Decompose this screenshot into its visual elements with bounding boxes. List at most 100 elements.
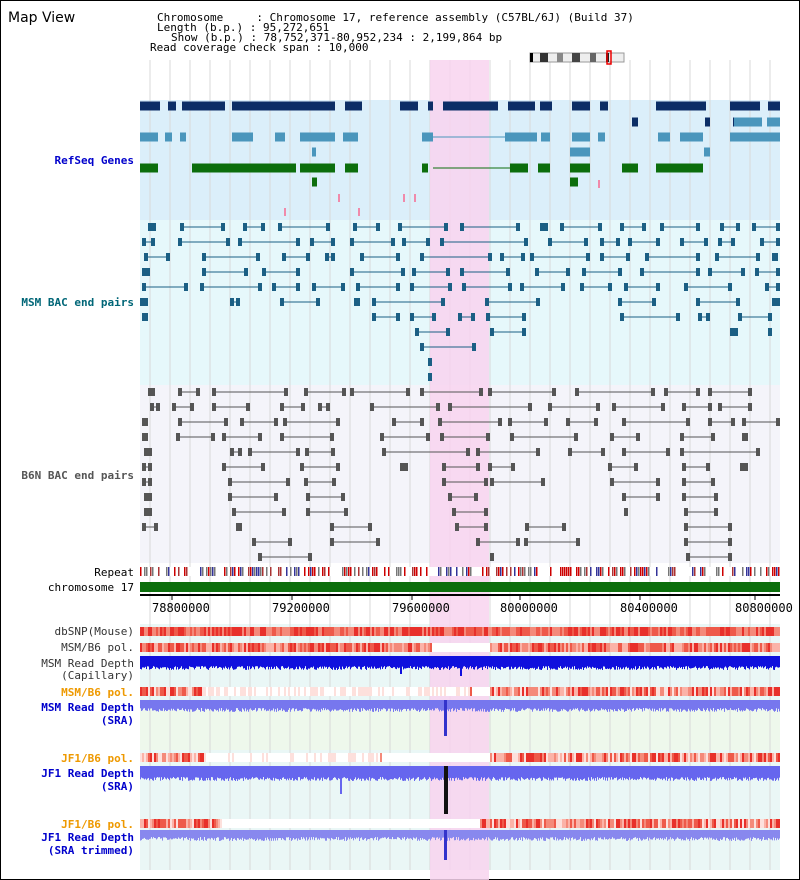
b6n-bac-pair-end <box>476 538 480 546</box>
msm-pol-cell <box>604 643 606 652</box>
msm-sra-depth <box>313 700 314 709</box>
jf1-trim-depth <box>677 830 678 838</box>
jf1-sra-depth <box>171 766 172 779</box>
jf1-sra-depth <box>319 766 320 781</box>
b6n-bac-pair-end <box>148 448 152 456</box>
msm-pol2-cell <box>596 687 598 696</box>
msm-sra-depth <box>194 700 195 712</box>
dbsnp-cell <box>568 627 570 636</box>
jf1-trim-depth <box>207 830 208 839</box>
jf1-sra-depth <box>551 766 552 781</box>
msm-cap-depth <box>574 656 575 667</box>
jf1-pol-cell <box>596 753 598 762</box>
msm-cap-depth <box>404 656 405 669</box>
jf1-pol-cell <box>580 753 582 762</box>
b6n-bac-pair-end <box>708 388 712 396</box>
jf1-trim-depth <box>572 830 573 838</box>
jf1-sra-depth <box>775 766 776 781</box>
jf1-sra-depth <box>441 766 442 780</box>
jf1-sra-depth <box>159 766 160 778</box>
jf1-trim-depth <box>213 830 214 841</box>
msm-sra-depth <box>633 700 634 709</box>
gene-feature <box>182 101 225 111</box>
jf1-sra-depth <box>348 766 349 781</box>
msm-pol-cell <box>750 643 752 652</box>
jf1-trim-depth <box>468 830 469 838</box>
track-label-msm-bac[interactable]: MSM BAC end pairs <box>21 296 134 309</box>
msm-cap-depth <box>200 656 201 669</box>
repeat-mark <box>530 567 532 576</box>
msm-cap-depth <box>686 656 687 667</box>
repeat-mark <box>278 567 280 576</box>
msm-pol-cell <box>192 643 194 652</box>
jf1-trim-depth <box>411 830 412 839</box>
b6n-bac-pair-end <box>594 418 598 426</box>
msm-pol2-cell <box>380 687 382 696</box>
track-label-b6n-bac[interactable]: B6N BAC end pairs <box>21 469 134 482</box>
jf1-pol-cell <box>570 753 572 762</box>
msm-sra-depth <box>548 700 549 709</box>
jf1-trim-depth <box>176 830 177 839</box>
msm-sra-depth <box>581 700 582 709</box>
jf1-trim-depth <box>547 830 548 839</box>
jf1-trim-depth <box>746 830 747 839</box>
msm-pol-cell <box>426 643 428 652</box>
dbsnp-cell <box>214 627 216 636</box>
msm-cap-depth <box>212 656 213 668</box>
repeat-mark <box>178 567 180 576</box>
jf1-sra-depth <box>644 766 645 778</box>
jf1-trim-depth <box>643 830 644 839</box>
track-label-refseq-genes[interactable]: RefSeq Genes <box>54 154 134 167</box>
msm-sra-depth <box>304 700 305 709</box>
jf1-sra-depth <box>460 766 461 780</box>
msm-pol2-cell <box>360 687 362 696</box>
b6n-bac-pair-end <box>562 523 566 531</box>
dbsnp-cell <box>194 627 196 636</box>
msm-pol2-cell <box>670 687 672 696</box>
msm-pol2-cell <box>488 687 490 696</box>
jf1-trim-depth <box>660 830 661 838</box>
msm-pol-cell <box>596 643 598 652</box>
gene-feature <box>705 117 710 127</box>
dbsnp-cell <box>416 627 418 636</box>
msm-sra-depth <box>737 700 738 712</box>
msm-cap-depth <box>466 656 467 669</box>
msm-sra-depth <box>753 700 754 711</box>
msm-cap-depth <box>453 656 454 667</box>
dbsnp-cell <box>202 627 204 636</box>
jf1-sra-depth <box>282 766 283 778</box>
msm-sra-depth <box>383 700 384 709</box>
dbsnp-cell <box>466 627 468 636</box>
jf1-pol2-cell <box>670 819 672 828</box>
jf1-trim-depth <box>639 830 640 838</box>
msm-sra-depth <box>497 700 498 710</box>
msm-cap-depth <box>604 656 605 667</box>
jf1-trim-depth <box>437 830 438 838</box>
msm-pol-cell <box>472 643 474 652</box>
msm-pol2-cell <box>312 687 314 696</box>
dbsnp-cell <box>662 627 664 636</box>
jf1-pol-cell <box>516 753 518 762</box>
jf1-sra-depth <box>467 766 468 780</box>
msm-bac-pair-end <box>244 268 248 276</box>
msm-pol-cell <box>246 643 248 652</box>
msm-cap-depth <box>727 656 728 670</box>
jf1-trim-depth <box>348 830 349 838</box>
dbsnp-cell <box>380 627 382 636</box>
msm-cap-depth <box>160 656 161 668</box>
msm-cap-depth <box>467 656 468 668</box>
msm-sra-depth <box>475 700 476 712</box>
b6n-bac-pair-end <box>406 388 410 396</box>
msm-bac-pair-end <box>243 223 247 231</box>
msm-pol-cell <box>160 643 162 652</box>
msm-sra-depth <box>296 700 297 709</box>
jf1-sra-depth <box>374 766 375 779</box>
dbsnp-cell <box>576 627 578 636</box>
msm-sra-depth <box>731 700 732 710</box>
msm-pol-cell <box>708 643 710 652</box>
jf1-sra-depth <box>497 766 498 780</box>
jf1-pol2-cell <box>346 819 348 828</box>
msm-pol-cell <box>406 643 408 652</box>
dbsnp-cell <box>698 627 700 636</box>
